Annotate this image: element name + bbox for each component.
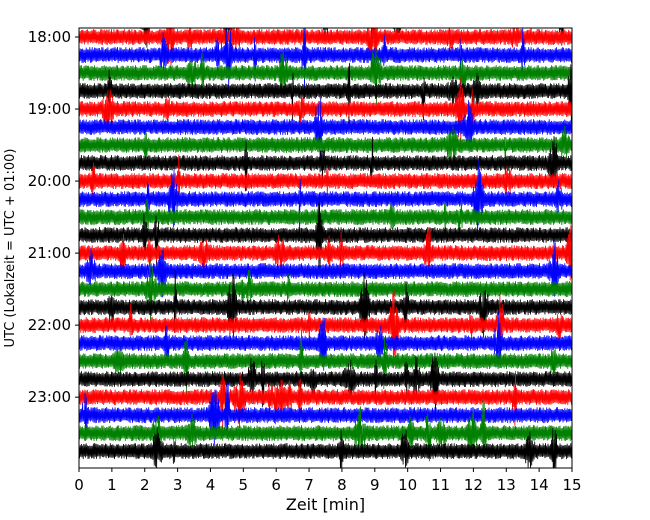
y-tick-label: 22:00	[28, 316, 71, 334]
x-tick-label: 13	[497, 476, 516, 494]
seismogram-trace	[79, 198, 572, 237]
y-axis-ticks: 18:00 19:00 20:00 21:00 22:00 23:00	[28, 28, 79, 406]
seismogram-trace	[79, 289, 572, 365]
seismogram-trace	[79, 28, 572, 74]
seismogram-trace	[79, 47, 572, 105]
seismogram-trace	[79, 154, 572, 203]
seismogram-trace	[79, 125, 572, 176]
seismogram-trace	[79, 370, 572, 433]
seismogram-trace	[79, 352, 572, 415]
x-tick-label: 4	[206, 476, 216, 494]
seismogram-trace	[79, 399, 572, 462]
x-tick-label: 6	[271, 476, 281, 494]
x-tick-label: 2	[140, 476, 150, 494]
seismogram-trace	[79, 197, 572, 269]
seismogram-trace	[79, 270, 572, 343]
x-tick-label: 12	[464, 476, 483, 494]
seismogram-trace	[79, 381, 572, 446]
seismogram-trace	[79, 28, 572, 90]
seismogram-trace	[79, 76, 572, 146]
x-axis-label: Zeit [min]	[286, 495, 365, 514]
seismogram-trace	[79, 136, 572, 192]
seismogram-trace	[79, 62, 572, 132]
y-tick-label: 20:00	[28, 172, 71, 190]
trace-group	[79, 28, 572, 468]
y-axis-label: UTC (Lokalzeit = UTC + 01:00)	[3, 149, 18, 348]
x-tick-label: 10	[398, 476, 417, 494]
seismogram-trace	[79, 329, 572, 395]
y-tick-label: 23:00	[28, 388, 71, 406]
y-tick-label: 21:00	[28, 244, 71, 262]
seismogram-trace	[79, 240, 572, 298]
seismogram-trace	[79, 159, 572, 240]
x-tick-label: 5	[239, 476, 249, 494]
x-tick-label: 7	[304, 476, 314, 494]
seismogram-trace	[79, 427, 572, 468]
x-tick-label: 3	[173, 476, 183, 494]
x-tick-label: 14	[530, 476, 549, 494]
plot-frame	[78, 27, 573, 469]
y-tick-label: 19:00	[28, 100, 71, 118]
seismogram-trace	[79, 98, 572, 162]
x-tick-label: 15	[562, 476, 581, 494]
seismogram-trace	[79, 311, 572, 371]
y-tick-label: 18:00	[28, 28, 71, 46]
x-tick-label: 11	[431, 476, 450, 494]
x-tick-label: 1	[107, 476, 117, 494]
x-tick-label: 8	[337, 476, 347, 494]
x-tick-label: 9	[370, 476, 380, 494]
x-axis-ticks: 0 1 2 3 4 5 6 7 8 9 10 11 12 13 14 15	[74, 468, 582, 494]
seismogram-trace	[79, 259, 572, 324]
x-tick-label: 0	[74, 476, 84, 494]
